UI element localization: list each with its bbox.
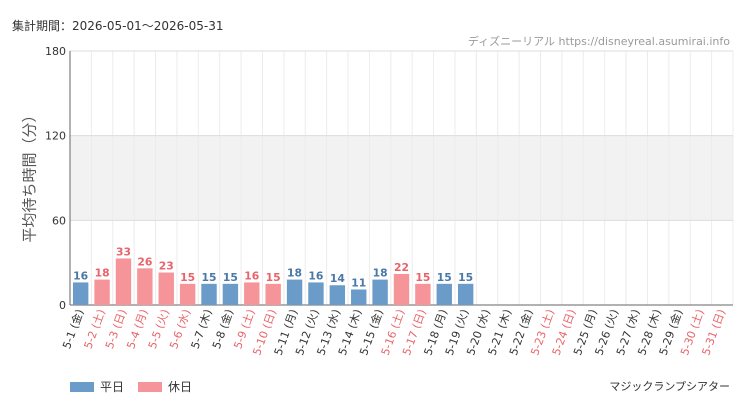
bar-value-label: 15 — [202, 271, 217, 284]
bar-value-label: 26 — [137, 255, 152, 268]
bar-value-label: 22 — [394, 261, 409, 274]
bar-value-label: 11 — [351, 276, 366, 289]
bar — [244, 282, 260, 305]
bar — [222, 283, 239, 305]
site-credit: ディズニーリアル https://disneyreal.asumirai.inf… — [467, 35, 730, 48]
bar — [351, 289, 367, 305]
bar — [158, 272, 174, 305]
bar — [329, 285, 346, 305]
legend: 平日 休日 — [70, 378, 206, 395]
bar-value-label: 18 — [373, 267, 388, 280]
bar-value-label: 16 — [73, 269, 88, 282]
y-tick-label: 120 — [45, 130, 66, 143]
bar — [372, 279, 388, 305]
bar-value-label: 15 — [266, 271, 281, 284]
bar-value-label: 18 — [95, 267, 110, 280]
legend-swatch-weekday — [70, 381, 94, 392]
bar-value-label: 18 — [287, 267, 302, 280]
bar — [286, 279, 303, 305]
legend-label-weekday: 平日 — [100, 380, 125, 394]
bar — [94, 279, 110, 305]
bar-value-label: 15 — [437, 271, 452, 284]
bar — [415, 283, 431, 305]
bar — [436, 283, 452, 305]
period-label: 集計期間：2026-05-01～2026-05-31 — [12, 19, 224, 33]
legend-item-weekday: 平日 — [70, 378, 124, 395]
bar-value-label: 15 — [458, 271, 473, 284]
bar — [137, 268, 153, 305]
y-tick-label: 0 — [59, 299, 66, 312]
bar — [265, 283, 281, 305]
y-tick-label: 60 — [52, 214, 66, 227]
bar — [201, 283, 217, 305]
bar-value-label: 16 — [244, 269, 259, 282]
bar-value-label: 16 — [308, 269, 323, 282]
bar-value-label: 33 — [116, 245, 131, 258]
bar-value-label: 15 — [223, 271, 238, 284]
bar-value-label: 15 — [415, 271, 430, 284]
bar — [457, 283, 474, 305]
bar-value-label: 14 — [330, 272, 345, 285]
legend-item-holiday: 休日 — [138, 378, 192, 395]
attraction-name: マジックランプシアター — [609, 380, 730, 393]
bar-value-label: 15 — [180, 271, 195, 284]
bar — [72, 282, 89, 305]
legend-label-holiday: 休日 — [168, 380, 193, 394]
bar-value-label: 23 — [159, 260, 174, 273]
bar — [308, 282, 324, 305]
bar — [179, 283, 196, 305]
grid-band — [70, 135, 733, 221]
bar — [393, 273, 410, 305]
bar — [115, 258, 132, 305]
legend-swatch-holiday — [138, 381, 163, 392]
y-tick-label: 180 — [45, 45, 66, 58]
